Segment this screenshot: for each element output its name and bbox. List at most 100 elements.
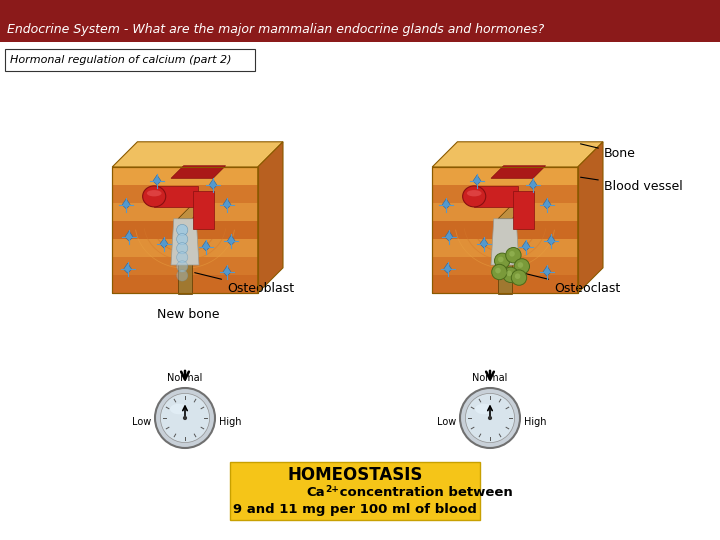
Polygon shape bbox=[473, 175, 481, 185]
Circle shape bbox=[176, 233, 188, 245]
Circle shape bbox=[495, 268, 501, 273]
Bar bbox=[432, 239, 577, 257]
Polygon shape bbox=[178, 204, 207, 219]
Polygon shape bbox=[522, 241, 530, 251]
Text: Bone: Bone bbox=[580, 144, 636, 160]
Polygon shape bbox=[122, 199, 130, 209]
Bar bbox=[112, 185, 258, 203]
Text: Normal: Normal bbox=[472, 373, 508, 383]
Circle shape bbox=[161, 394, 210, 443]
Polygon shape bbox=[442, 199, 450, 209]
Bar bbox=[112, 275, 258, 293]
Bar bbox=[112, 221, 258, 239]
Bar bbox=[432, 257, 577, 275]
Circle shape bbox=[488, 416, 492, 420]
Circle shape bbox=[176, 270, 188, 281]
Circle shape bbox=[518, 262, 523, 268]
Polygon shape bbox=[228, 235, 235, 245]
Text: New bone: New bone bbox=[156, 308, 219, 321]
Circle shape bbox=[176, 252, 188, 263]
Bar bbox=[432, 275, 577, 293]
Ellipse shape bbox=[475, 404, 493, 414]
Polygon shape bbox=[171, 166, 225, 178]
Circle shape bbox=[176, 261, 188, 272]
Polygon shape bbox=[125, 231, 133, 241]
Bar bbox=[432, 221, 577, 239]
Polygon shape bbox=[543, 199, 551, 209]
Text: Low: Low bbox=[132, 417, 151, 427]
Text: 9 and 11 mg per 100 ml of blood: 9 and 11 mg per 100 ml of blood bbox=[233, 503, 477, 516]
Bar bbox=[432, 167, 577, 185]
Bar bbox=[112, 167, 258, 293]
Polygon shape bbox=[153, 175, 161, 185]
Bar bbox=[178, 219, 192, 294]
Polygon shape bbox=[491, 219, 519, 265]
Polygon shape bbox=[223, 266, 231, 276]
Bar bbox=[194, 191, 215, 229]
Circle shape bbox=[155, 388, 215, 448]
Bar bbox=[0, 0, 720, 42]
Bar bbox=[498, 219, 512, 294]
Bar bbox=[513, 191, 534, 229]
Text: High: High bbox=[219, 417, 241, 427]
Ellipse shape bbox=[170, 404, 188, 414]
Polygon shape bbox=[160, 238, 168, 248]
Polygon shape bbox=[445, 231, 453, 241]
Polygon shape bbox=[577, 142, 603, 293]
Text: Osteoclast: Osteoclast bbox=[522, 273, 620, 295]
Text: HOMEOSTASIS: HOMEOSTASIS bbox=[287, 466, 423, 484]
Bar bbox=[474, 186, 518, 207]
Polygon shape bbox=[258, 142, 283, 293]
Circle shape bbox=[183, 416, 187, 420]
Text: Osteoblast: Osteoblast bbox=[194, 273, 294, 295]
Circle shape bbox=[511, 270, 527, 285]
Circle shape bbox=[503, 267, 518, 282]
Bar bbox=[112, 257, 258, 275]
Polygon shape bbox=[223, 199, 231, 209]
FancyBboxPatch shape bbox=[5, 49, 255, 71]
Polygon shape bbox=[209, 179, 217, 189]
Ellipse shape bbox=[147, 190, 161, 197]
Circle shape bbox=[509, 251, 515, 256]
Ellipse shape bbox=[467, 190, 482, 197]
Bar bbox=[112, 167, 258, 293]
Polygon shape bbox=[529, 179, 537, 189]
Circle shape bbox=[492, 264, 507, 280]
Text: High: High bbox=[524, 417, 546, 427]
Polygon shape bbox=[171, 219, 199, 265]
Bar bbox=[432, 167, 577, 293]
Bar bbox=[432, 185, 577, 203]
Bar bbox=[112, 239, 258, 257]
Circle shape bbox=[506, 271, 512, 276]
Text: Blood vessel: Blood vessel bbox=[580, 177, 683, 193]
Circle shape bbox=[498, 256, 503, 262]
Polygon shape bbox=[480, 238, 488, 248]
Bar bbox=[432, 167, 577, 293]
Text: concentration between: concentration between bbox=[335, 487, 513, 500]
Circle shape bbox=[515, 273, 521, 279]
Text: Endocrine System - What are the major mammalian endocrine glands and hormones?: Endocrine System - What are the major ma… bbox=[7, 23, 544, 36]
Ellipse shape bbox=[463, 186, 486, 207]
Bar bbox=[432, 203, 577, 221]
Text: Ca: Ca bbox=[307, 487, 325, 500]
Circle shape bbox=[176, 225, 188, 235]
Circle shape bbox=[495, 253, 510, 268]
Text: Normal: Normal bbox=[167, 373, 203, 383]
Circle shape bbox=[505, 247, 521, 263]
Polygon shape bbox=[124, 263, 132, 273]
Circle shape bbox=[176, 242, 188, 254]
Text: Hormonal regulation of calcium (part 2): Hormonal regulation of calcium (part 2) bbox=[10, 55, 232, 65]
Polygon shape bbox=[202, 241, 210, 251]
Circle shape bbox=[514, 259, 529, 274]
Polygon shape bbox=[491, 166, 546, 178]
FancyBboxPatch shape bbox=[230, 462, 480, 520]
Circle shape bbox=[460, 388, 520, 448]
Polygon shape bbox=[547, 235, 555, 245]
Circle shape bbox=[465, 394, 515, 443]
Text: Low: Low bbox=[437, 417, 456, 427]
Bar bbox=[112, 167, 258, 185]
Polygon shape bbox=[543, 266, 551, 276]
Polygon shape bbox=[432, 142, 603, 167]
Ellipse shape bbox=[143, 186, 166, 207]
Text: 2+: 2+ bbox=[325, 484, 339, 494]
